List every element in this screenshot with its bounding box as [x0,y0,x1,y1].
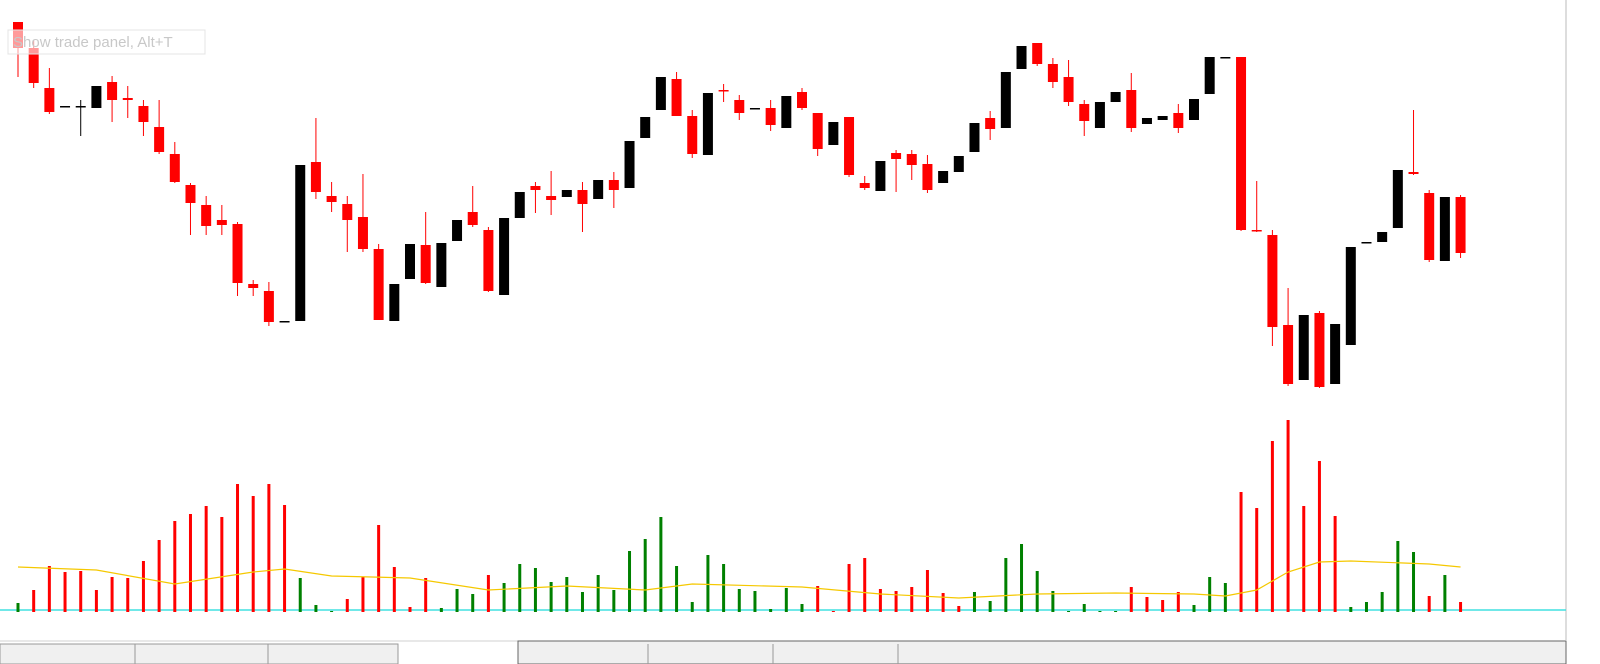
candle-body [1392,170,1403,228]
candle-body [122,98,133,100]
candle-body [1000,72,1011,128]
candle-body [263,291,274,322]
candle-body [483,230,494,291]
candle-body [1204,57,1215,94]
candle-body [546,196,557,200]
candle-body [91,86,102,108]
candle-body [593,180,604,199]
candle-body [922,164,933,190]
candle-body [342,204,353,220]
candle-body [812,113,823,149]
bottom-tabs[interactable] [0,640,1567,664]
candle-body [1094,102,1105,128]
candle-body [781,96,792,128]
candle-body [216,220,227,225]
candle-body [138,106,149,122]
candle-body [875,161,886,191]
candle-body [1047,64,1058,82]
candle-body [1408,172,1419,174]
candle-body [420,245,431,283]
candle-body [718,90,729,92]
candle-body [1345,247,1356,345]
candle-body [1361,242,1372,244]
candle-body [201,205,212,226]
candle-body [1141,118,1152,124]
candle-body [985,118,996,129]
candle-body [906,154,917,165]
candle-body [577,190,588,204]
candle-body [514,192,525,218]
candle-body [310,162,321,192]
candle-body [891,153,902,159]
candle-body [1079,104,1090,121]
candle-body [185,185,196,203]
candle-body [1126,90,1137,128]
candle-body [452,220,463,241]
candle-body [1063,77,1074,102]
candle-body [1439,197,1450,261]
candle-body [828,122,839,145]
volume-ma-line [17,560,1461,599]
candle-body [75,106,86,108]
candle-body [969,123,980,152]
candle-body [624,141,635,188]
candle-body [154,127,165,152]
candle-body [640,117,651,138]
candle-body [1377,232,1388,242]
candle-body [1455,197,1466,253]
candle-body [467,212,478,225]
candle-body [373,249,384,320]
candle-body [1016,46,1027,69]
candle-body [295,165,306,321]
candle-body [232,224,243,283]
candle-body [1298,315,1309,380]
candle-body [765,108,776,125]
candle-body [28,48,39,83]
candle-body [1251,230,1262,232]
candle-body [530,186,541,190]
candle-body [248,284,259,288]
candle-body [1032,43,1043,64]
candle-body [60,106,71,108]
candle-body [1110,92,1121,102]
candle-body [859,183,870,188]
candle-body [797,92,807,108]
candle-body [405,244,415,279]
candle-body [1157,116,1168,120]
candle-body [734,100,745,113]
candle-body [1267,235,1278,327]
candle-body [608,180,619,190]
candle-body [702,93,713,155]
candle-body [44,88,55,112]
candle-body [749,108,760,110]
candle-body [389,284,400,321]
candle-body [655,77,666,110]
candle-body [1189,99,1199,120]
tooltip-box [7,29,206,55]
candle-body [938,171,949,183]
candle-body [499,218,510,295]
candle-body [561,190,572,197]
candle-body [687,116,698,154]
candle-body [169,154,180,182]
candle-body [1330,324,1341,384]
candle-body [279,321,290,323]
candle-body [953,156,964,172]
candle-body [1283,325,1294,384]
candle-body [1220,57,1231,59]
candle-body [1236,57,1247,230]
candle-body [107,82,118,100]
tooltip: Show trade panel, Alt+T [13,34,173,51]
candle-body [357,217,368,249]
candle-body [326,196,337,202]
candle-body [436,243,447,287]
candle-body [844,117,855,175]
candle-body [1314,313,1325,387]
candle-body [1424,193,1435,260]
candle-body [671,79,682,116]
candle-body [1173,113,1184,128]
